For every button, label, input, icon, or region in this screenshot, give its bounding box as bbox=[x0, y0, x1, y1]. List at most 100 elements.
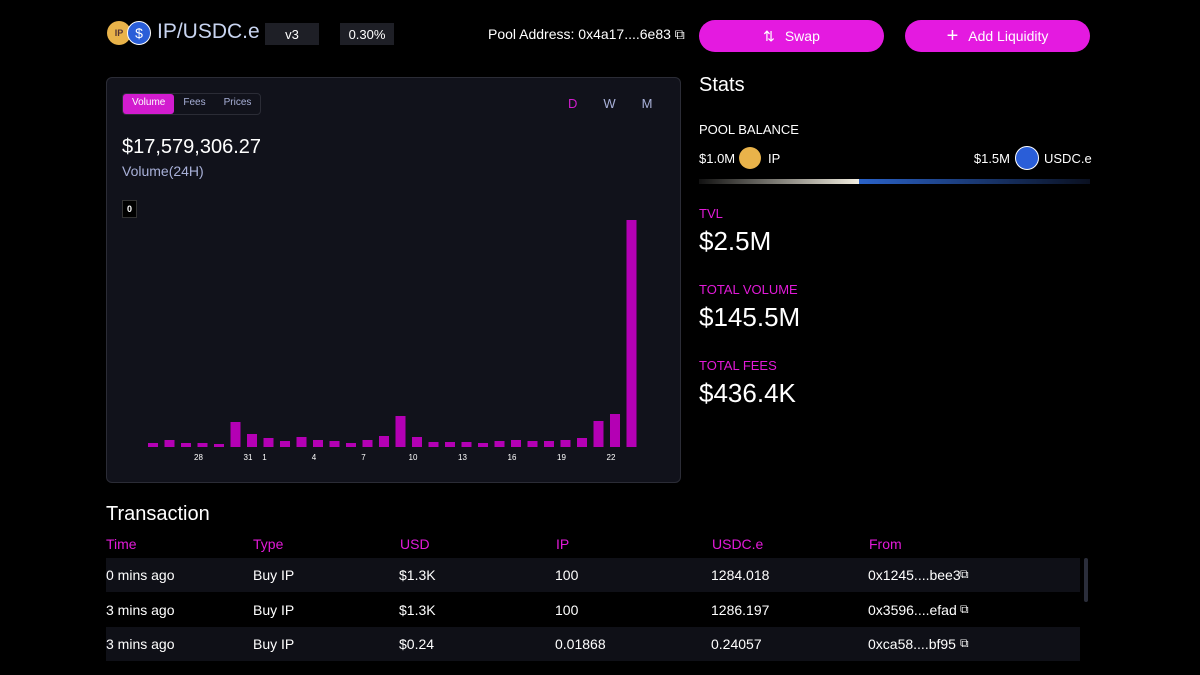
column-header: Time bbox=[106, 536, 137, 552]
bar bbox=[511, 440, 521, 447]
address: 0x4a17....6e83 bbox=[578, 26, 671, 42]
cell: 3 mins ago bbox=[106, 601, 175, 618]
pool-address: Pool Address: 0x4a17....6e83 ⧉ bbox=[488, 26, 685, 42]
headline-label: Volume(24H) bbox=[122, 163, 204, 179]
table-header: Time Type USD IP USDC.e From bbox=[106, 527, 1080, 561]
cell: $1.3K bbox=[399, 601, 436, 618]
bar bbox=[280, 441, 290, 447]
column-header: Type bbox=[253, 536, 284, 552]
period[interactable]: M bbox=[641, 96, 653, 111]
ip-icon bbox=[739, 147, 761, 169]
tab[interactable]: Prices bbox=[223, 97, 252, 108]
cell: 1284.018 bbox=[711, 567, 770, 583]
ip-balance: $1.0M bbox=[699, 151, 736, 166]
balance-bar-ip bbox=[699, 179, 859, 184]
copy-icon[interactable]: ⧉ bbox=[960, 601, 969, 616]
usdc-balance: $1.5M bbox=[973, 151, 1010, 166]
table-row: 3 mins ago Buy IP $1.3K 100 1286.197 0x3596..… bbox=[106, 592, 1080, 627]
column-header: From bbox=[869, 536, 902, 552]
chart-panel bbox=[106, 77, 681, 483]
cell: 1286.197 bbox=[711, 601, 770, 618]
x-tick-label: 28 bbox=[194, 453, 203, 462]
bar bbox=[527, 441, 538, 447]
cell: $1.3K bbox=[399, 567, 436, 583]
bar bbox=[263, 438, 274, 447]
metric-label: TOTAL VOLUME bbox=[699, 282, 798, 297]
label: Swap bbox=[784, 28, 820, 44]
label: Add Liquidity bbox=[968, 28, 1049, 44]
transactions-title: Transaction bbox=[106, 503, 210, 525]
cell: 100 bbox=[555, 567, 579, 583]
metric-value: $145.5M bbox=[699, 302, 801, 332]
balance-bar-usdc bbox=[859, 179, 1090, 184]
cell: 0x1245....bee3 bbox=[868, 567, 961, 583]
column-header: USD bbox=[400, 536, 430, 552]
bar bbox=[395, 416, 406, 447]
bar bbox=[362, 440, 373, 447]
x-tick-label: 16 bbox=[508, 453, 517, 462]
usdc-icon bbox=[1015, 146, 1039, 170]
bar bbox=[610, 414, 620, 447]
bar bbox=[560, 440, 571, 447]
swap-button[interactable]: ⇅ Swap bbox=[699, 20, 884, 52]
bar bbox=[577, 438, 587, 447]
tooltip: 0 bbox=[122, 200, 138, 218]
x-tick-label: 31 bbox=[244, 453, 253, 462]
bar bbox=[197, 443, 208, 447]
bar bbox=[412, 437, 422, 447]
cell: Buy IP bbox=[253, 636, 295, 652]
period[interactable]: W bbox=[603, 96, 616, 111]
cell: $0.24 bbox=[399, 636, 435, 652]
x-tick-label: 19 bbox=[557, 453, 566, 462]
tab[interactable]: Volume bbox=[123, 94, 175, 114]
table-row: 3 mins ago Buy IP $0.24 0.01868 0.24057 0xca5… bbox=[106, 627, 1080, 661]
cell: 3 mins ago bbox=[106, 636, 175, 652]
cell: Buy IP bbox=[253, 567, 295, 583]
bar bbox=[544, 441, 554, 447]
stats-title: Stats bbox=[699, 74, 745, 96]
copy-icon[interactable]: ⧉ bbox=[960, 567, 969, 581]
add-liquidity-button[interactable]: + Add Liquidity bbox=[905, 20, 1090, 52]
x-tick-label: 13 bbox=[458, 453, 467, 462]
cell: Buy IP bbox=[253, 601, 295, 618]
column-header: USDC.e bbox=[712, 536, 764, 552]
bar bbox=[494, 441, 505, 447]
bar bbox=[445, 442, 455, 447]
bar bbox=[428, 442, 439, 447]
bar bbox=[148, 443, 158, 447]
x-tick-label: 10 bbox=[409, 453, 418, 462]
x-tick-label: 1 bbox=[262, 453, 267, 462]
x-tick-label: 4 bbox=[312, 453, 317, 462]
bar bbox=[181, 443, 191, 447]
bar bbox=[313, 440, 323, 447]
bar bbox=[478, 443, 488, 447]
metric-value: $436.4K bbox=[699, 378, 796, 408]
cell: 0.01868 bbox=[555, 636, 606, 652]
bar bbox=[346, 443, 356, 447]
headline: $17,579,306.27 bbox=[122, 136, 262, 158]
tab[interactable]: Fees bbox=[183, 97, 206, 108]
metric-label: TVL bbox=[699, 206, 723, 221]
bar bbox=[379, 436, 389, 447]
copy-icon[interactable]: ⧉ bbox=[960, 636, 969, 650]
bar bbox=[626, 220, 637, 447]
bar bbox=[329, 441, 340, 447]
bar bbox=[461, 442, 472, 447]
period[interactable]: D bbox=[568, 96, 578, 111]
pair: IP/USDC.e bbox=[157, 20, 260, 43]
bar bbox=[296, 437, 307, 447]
label: Pool Address: bbox=[488, 26, 575, 42]
cell: 0.24057 bbox=[711, 636, 762, 652]
cell: 100 bbox=[555, 601, 579, 618]
bar bbox=[247, 434, 257, 447]
metric-label: TOTAL FEES bbox=[699, 358, 777, 373]
usdc-icon: $ bbox=[127, 21, 151, 45]
cell: 0x3596....efad bbox=[868, 601, 957, 618]
metric-value: $2.5M bbox=[699, 226, 772, 256]
usdc-token: USDC.e bbox=[1044, 151, 1092, 166]
tabs: Volume Fees Prices bbox=[122, 93, 262, 115]
cell: 0 mins ago bbox=[106, 567, 175, 583]
bar bbox=[593, 421, 604, 447]
